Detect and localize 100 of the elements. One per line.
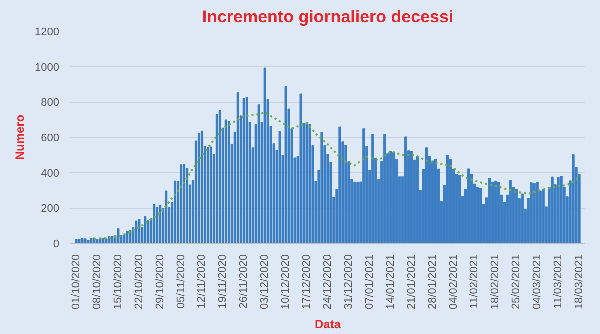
- bar: [354, 182, 356, 244]
- line-series: [93, 112, 581, 240]
- x-tick-label: 05/11/2020: [175, 254, 188, 309]
- bar: [284, 86, 288, 244]
- y-tick-label: 1200: [35, 26, 60, 38]
- bar: [572, 154, 575, 244]
- bar: [449, 159, 452, 244]
- bar: [144, 216, 147, 244]
- bar: [384, 134, 386, 244]
- bar: [338, 126, 342, 244]
- x-tick-label: 31/12/2020: [342, 254, 355, 310]
- bar: [530, 182, 533, 244]
- bar: [458, 175, 462, 244]
- x-axis-title: Data: [314, 318, 342, 332]
- x-tick-label: 03/12/2020: [259, 254, 272, 310]
- bar: [264, 68, 266, 244]
- bar: [446, 155, 450, 244]
- bar: [147, 220, 150, 244]
- x-tick-label: 04/02/2021: [448, 254, 460, 310]
- x-tick-label: 24/12/2020: [322, 254, 334, 310]
- bar: [117, 228, 120, 244]
- x-tick-label: 19/11/2020: [217, 254, 230, 309]
- bar: [182, 164, 186, 244]
- bar: [521, 194, 524, 244]
- x-tick-label: 28/01/2021: [426, 254, 439, 310]
- bar: [200, 130, 204, 244]
- bar: [90, 238, 93, 244]
- bar: [306, 122, 308, 244]
- bar: [123, 234, 126, 244]
- x-tick-label: 25/02/2021: [510, 254, 523, 310]
- bar: [186, 168, 189, 244]
- bar: [426, 148, 428, 244]
- bar: [102, 238, 105, 244]
- bar: [84, 238, 87, 244]
- y-tick-label: 1000: [35, 62, 60, 74]
- x-tick-label: 12/11/2020: [196, 254, 208, 309]
- bar: [434, 158, 438, 244]
- bar: [75, 239, 78, 244]
- bar: [372, 134, 374, 244]
- x-tick-label: 21/01/2021: [406, 254, 418, 310]
- bar: [278, 131, 282, 244]
- bar: [96, 239, 99, 244]
- bar: [390, 151, 392, 244]
- bar: [515, 189, 518, 244]
- bar: [551, 176, 554, 244]
- bar: [467, 168, 470, 244]
- bar: [509, 180, 512, 244]
- bar: [218, 110, 222, 244]
- bar: [224, 120, 228, 244]
- bar: [174, 180, 177, 244]
- y-axis-title: Numero: [13, 114, 28, 160]
- bar: [105, 238, 108, 244]
- bar: [159, 204, 162, 244]
- x-tick-label: 11/02/2021: [468, 254, 481, 309]
- bar: [497, 182, 500, 244]
- x-tick-label: 04/03/2021: [532, 254, 544, 310]
- bar: [410, 151, 414, 244]
- bar: [236, 92, 240, 244]
- bar: [488, 178, 491, 244]
- bar: [111, 236, 114, 244]
- x-tick-label: 29/10/2020: [154, 254, 166, 310]
- bar: [258, 104, 260, 244]
- bar: [344, 145, 348, 244]
- x-tick-label: 11/03/2021: [552, 254, 565, 309]
- bar: [476, 187, 480, 244]
- y-tick-label: 600: [41, 132, 60, 144]
- bar: [533, 183, 536, 244]
- bar: [126, 231, 129, 244]
- bar: [479, 188, 482, 244]
- x-tick-label: 18/03/2021: [574, 254, 586, 310]
- bar: [432, 160, 434, 244]
- bar: [308, 124, 312, 244]
- bar: [404, 136, 408, 244]
- bar: [536, 182, 539, 244]
- x-tick-label: 10/12/2020: [280, 254, 292, 310]
- y-tick-label: 800: [41, 97, 60, 110]
- bar: [242, 98, 246, 244]
- x-tick-label: 17/12/2020: [301, 254, 314, 310]
- bar: [135, 220, 138, 244]
- bar: [165, 190, 168, 244]
- bar: [491, 182, 494, 244]
- y-tick-label: 0: [53, 238, 60, 250]
- x-tick-label: 15/10/2020: [112, 254, 124, 310]
- bar: [228, 120, 230, 244]
- bar: [320, 132, 324, 244]
- bar: [87, 240, 90, 244]
- bar: [216, 114, 219, 244]
- bar: [557, 177, 560, 244]
- bar: [356, 182, 360, 244]
- bar: [362, 128, 366, 244]
- x-tick-label: 22/10/2020: [133, 254, 146, 310]
- bar: [542, 189, 545, 244]
- bar: [494, 180, 497, 244]
- chart-title: Incremento giornaliero decessi: [202, 8, 454, 26]
- bar: [560, 176, 563, 244]
- y-tick-label: 400: [41, 168, 60, 180]
- bar: [246, 97, 248, 244]
- x-tick-label: 07/01/2021: [364, 254, 376, 310]
- x-tick-label: 14/01/2021: [384, 254, 397, 310]
- bar: [210, 146, 213, 244]
